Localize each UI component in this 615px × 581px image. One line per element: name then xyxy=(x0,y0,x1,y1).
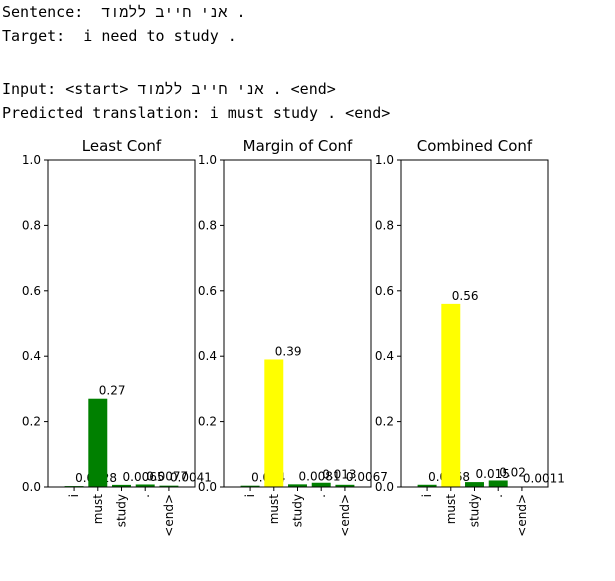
bar xyxy=(441,303,461,487)
axes-frame xyxy=(223,159,372,488)
bar-value-label: 0.015 xyxy=(476,467,510,481)
y-tick-label: 0.6 xyxy=(22,284,41,298)
y-tick-label: 1.0 xyxy=(22,153,41,167)
y-tick-label: 0.2 xyxy=(198,415,217,429)
x-tick-label: study xyxy=(468,494,482,527)
y-tick-label: 0.4 xyxy=(198,349,217,363)
y-tick-label: 0.4 xyxy=(22,349,41,363)
x-tick-label: . xyxy=(491,494,505,498)
bar-value-label: 0.02 xyxy=(499,465,526,479)
x-tick-label: study xyxy=(291,494,305,527)
x-tick-label: . xyxy=(314,494,328,498)
subplot: Margin of Conf0.00.20.40.60.81.00.004i0.… xyxy=(198,137,388,537)
subplot: Least Conf0.00.20.40.60.81.00.0028i0.27m… xyxy=(22,137,212,537)
axes-frame xyxy=(47,159,196,488)
bar-value-label: 0.0077 xyxy=(146,469,188,483)
bar-value-label: 0.013 xyxy=(322,468,356,482)
y-tick-label: 0.8 xyxy=(198,218,217,232)
subplot: Combined Conf0.00.20.40.60.81.00.0068i0.… xyxy=(375,137,565,537)
x-tick-label: <end> xyxy=(515,494,529,537)
bar-value-label: 0.0081 xyxy=(299,469,341,483)
y-tick-label: 0.6 xyxy=(375,284,394,298)
bar-value-label: 0.56 xyxy=(452,289,479,303)
output-line: Input: <start> אני חייב ללמוד . <end> xyxy=(2,80,336,98)
x-tick-label: <end> xyxy=(338,494,352,537)
x-tick-label: i xyxy=(420,494,434,497)
bar-value-label: 0.27 xyxy=(99,384,126,398)
x-tick-label: study xyxy=(115,494,129,527)
bar-value-label: 0.39 xyxy=(275,344,302,358)
bar xyxy=(240,485,260,487)
bar xyxy=(135,484,155,487)
y-tick-label: 0.8 xyxy=(22,218,41,232)
y-tick-label: 0.0 xyxy=(198,480,217,494)
bar xyxy=(112,484,131,487)
x-tick-label: . xyxy=(138,494,152,498)
output-line: Predicted translation: i must study . <e… xyxy=(2,104,390,122)
x-tick-label: must xyxy=(444,494,458,525)
x-tick-label: must xyxy=(267,494,281,525)
y-tick-label: 0.2 xyxy=(375,415,394,429)
bar xyxy=(311,482,331,487)
bar xyxy=(335,484,355,487)
bar-value-label: 0.0067 xyxy=(346,470,388,484)
y-tick-label: 0.6 xyxy=(198,284,217,298)
output-line: Sentence: אני חייב ללמוד . xyxy=(2,3,246,21)
y-tick-label: 0.0 xyxy=(22,480,41,494)
y-tick-label: 0.4 xyxy=(375,349,394,363)
x-tick-label: i xyxy=(67,494,81,497)
y-tick-label: 0.2 xyxy=(22,415,41,429)
x-tick-label: must xyxy=(91,494,105,525)
y-tick-label: 0.0 xyxy=(375,480,394,494)
bar-value-label: 0.0011 xyxy=(523,472,565,486)
subplot-title: Margin of Conf xyxy=(243,137,353,155)
bar-value-label: 0.0065 xyxy=(123,470,165,484)
y-tick-label: 0.8 xyxy=(375,218,394,232)
subplot-title: Combined Conf xyxy=(417,137,533,155)
bar xyxy=(288,484,307,487)
axes-frame xyxy=(400,159,549,488)
y-tick-label: 1.0 xyxy=(375,153,394,167)
bar xyxy=(488,480,508,487)
y-tick-label: 1.0 xyxy=(198,153,217,167)
x-tick-label: i xyxy=(243,494,257,497)
bar xyxy=(465,482,484,487)
subplot-title: Least Conf xyxy=(82,137,162,155)
bar xyxy=(88,398,108,487)
bar-value-label: 0.0041 xyxy=(170,471,212,485)
bar xyxy=(159,485,179,487)
x-tick-label: <end> xyxy=(162,494,176,537)
output-line: Target: i need to study . xyxy=(2,27,237,45)
bar xyxy=(417,484,437,487)
bar xyxy=(264,359,284,487)
